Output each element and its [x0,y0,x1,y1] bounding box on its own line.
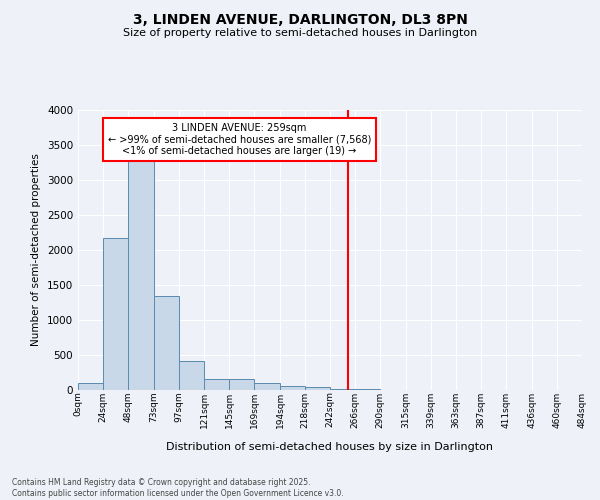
Bar [330,388,355,390]
Bar [280,386,305,390]
Bar [204,379,229,390]
Text: 3 LINDEN AVENUE: 259sqm
← >99% of semi-detached houses are smaller (7,568)
<1% o: 3 LINDEN AVENUE: 259sqm ← >99% of semi-d… [108,122,371,156]
Text: Distribution of semi-detached houses by size in Darlington: Distribution of semi-detached houses by … [167,442,493,452]
Bar [78,383,103,390]
Bar [229,379,254,390]
Bar [355,388,380,390]
Bar [305,387,330,390]
Text: 3, LINDEN AVENUE, DARLINGTON, DL3 8PN: 3, LINDEN AVENUE, DARLINGTON, DL3 8PN [133,12,467,26]
Y-axis label: Number of semi-detached properties: Number of semi-detached properties [31,154,41,346]
Bar [103,238,128,390]
Bar [154,296,179,390]
Bar [128,161,154,390]
Text: Contains HM Land Registry data © Crown copyright and database right 2025.
Contai: Contains HM Land Registry data © Crown c… [12,478,344,498]
Text: Size of property relative to semi-detached houses in Darlington: Size of property relative to semi-detach… [123,28,477,38]
Bar [179,362,204,390]
Bar [254,383,280,390]
